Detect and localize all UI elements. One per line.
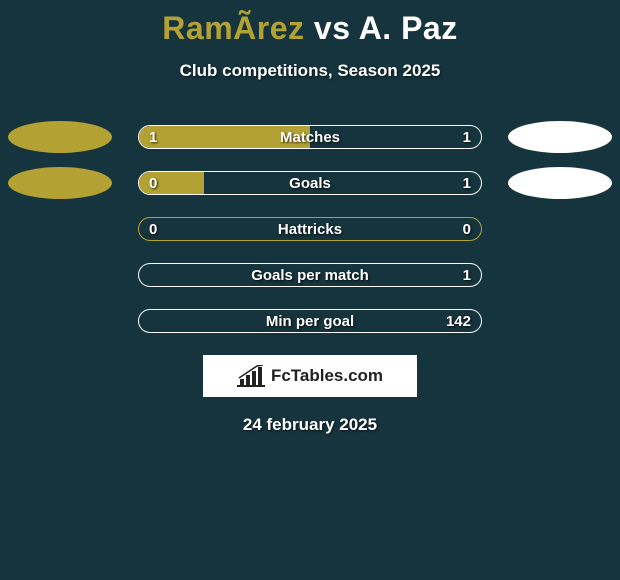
stat-bar: Min per goal 142 [138,309,482,333]
date: 24 february 2025 [0,415,620,435]
subtitle: Club competitions, Season 2025 [0,61,620,81]
title-player1: RamÃ­rez [162,10,304,46]
stat-value-right: 1 [463,264,471,287]
stat-row-hattricks: 0 Hattricks 0 [0,217,620,241]
page-title: RamÃ­rez vs A. Paz [0,0,620,47]
ellipse-left [8,121,112,153]
stat-row-min-per-goal: Min per goal 142 [0,309,620,333]
ellipse-right [508,167,612,199]
stat-bar: 0 Goals 1 [138,171,482,195]
stat-name: Matches [139,126,481,149]
ellipse-right [508,121,612,153]
stat-row-goals: 0 Goals 1 [0,171,620,195]
chart-icon [237,365,265,387]
stat-bar: 0 Hattricks 0 [138,217,482,241]
stat-value-right: 142 [446,310,471,333]
title-player2: A. Paz [359,10,458,46]
stat-name: Hattricks [139,218,481,241]
stat-value-right: 0 [463,218,471,241]
stat-row-matches: 1 Matches 1 [0,125,620,149]
stat-value-right: 1 [463,126,471,149]
stats-container: 1 Matches 1 0 Goals 1 0 Hattricks 0 Goal… [0,125,620,333]
title-vs: vs [314,10,351,46]
stat-name: Min per goal [139,310,481,333]
brand-badge[interactable]: FcTables.com [203,355,417,397]
stat-bar: 1 Matches 1 [138,125,482,149]
ellipse-left [8,167,112,199]
stat-name: Goals per match [139,264,481,287]
brand-text: FcTables.com [271,366,383,386]
stat-row-goals-per-match: Goals per match 1 [0,263,620,287]
stat-name: Goals [139,172,481,195]
stat-value-right: 1 [463,172,471,195]
stat-bar: Goals per match 1 [138,263,482,287]
